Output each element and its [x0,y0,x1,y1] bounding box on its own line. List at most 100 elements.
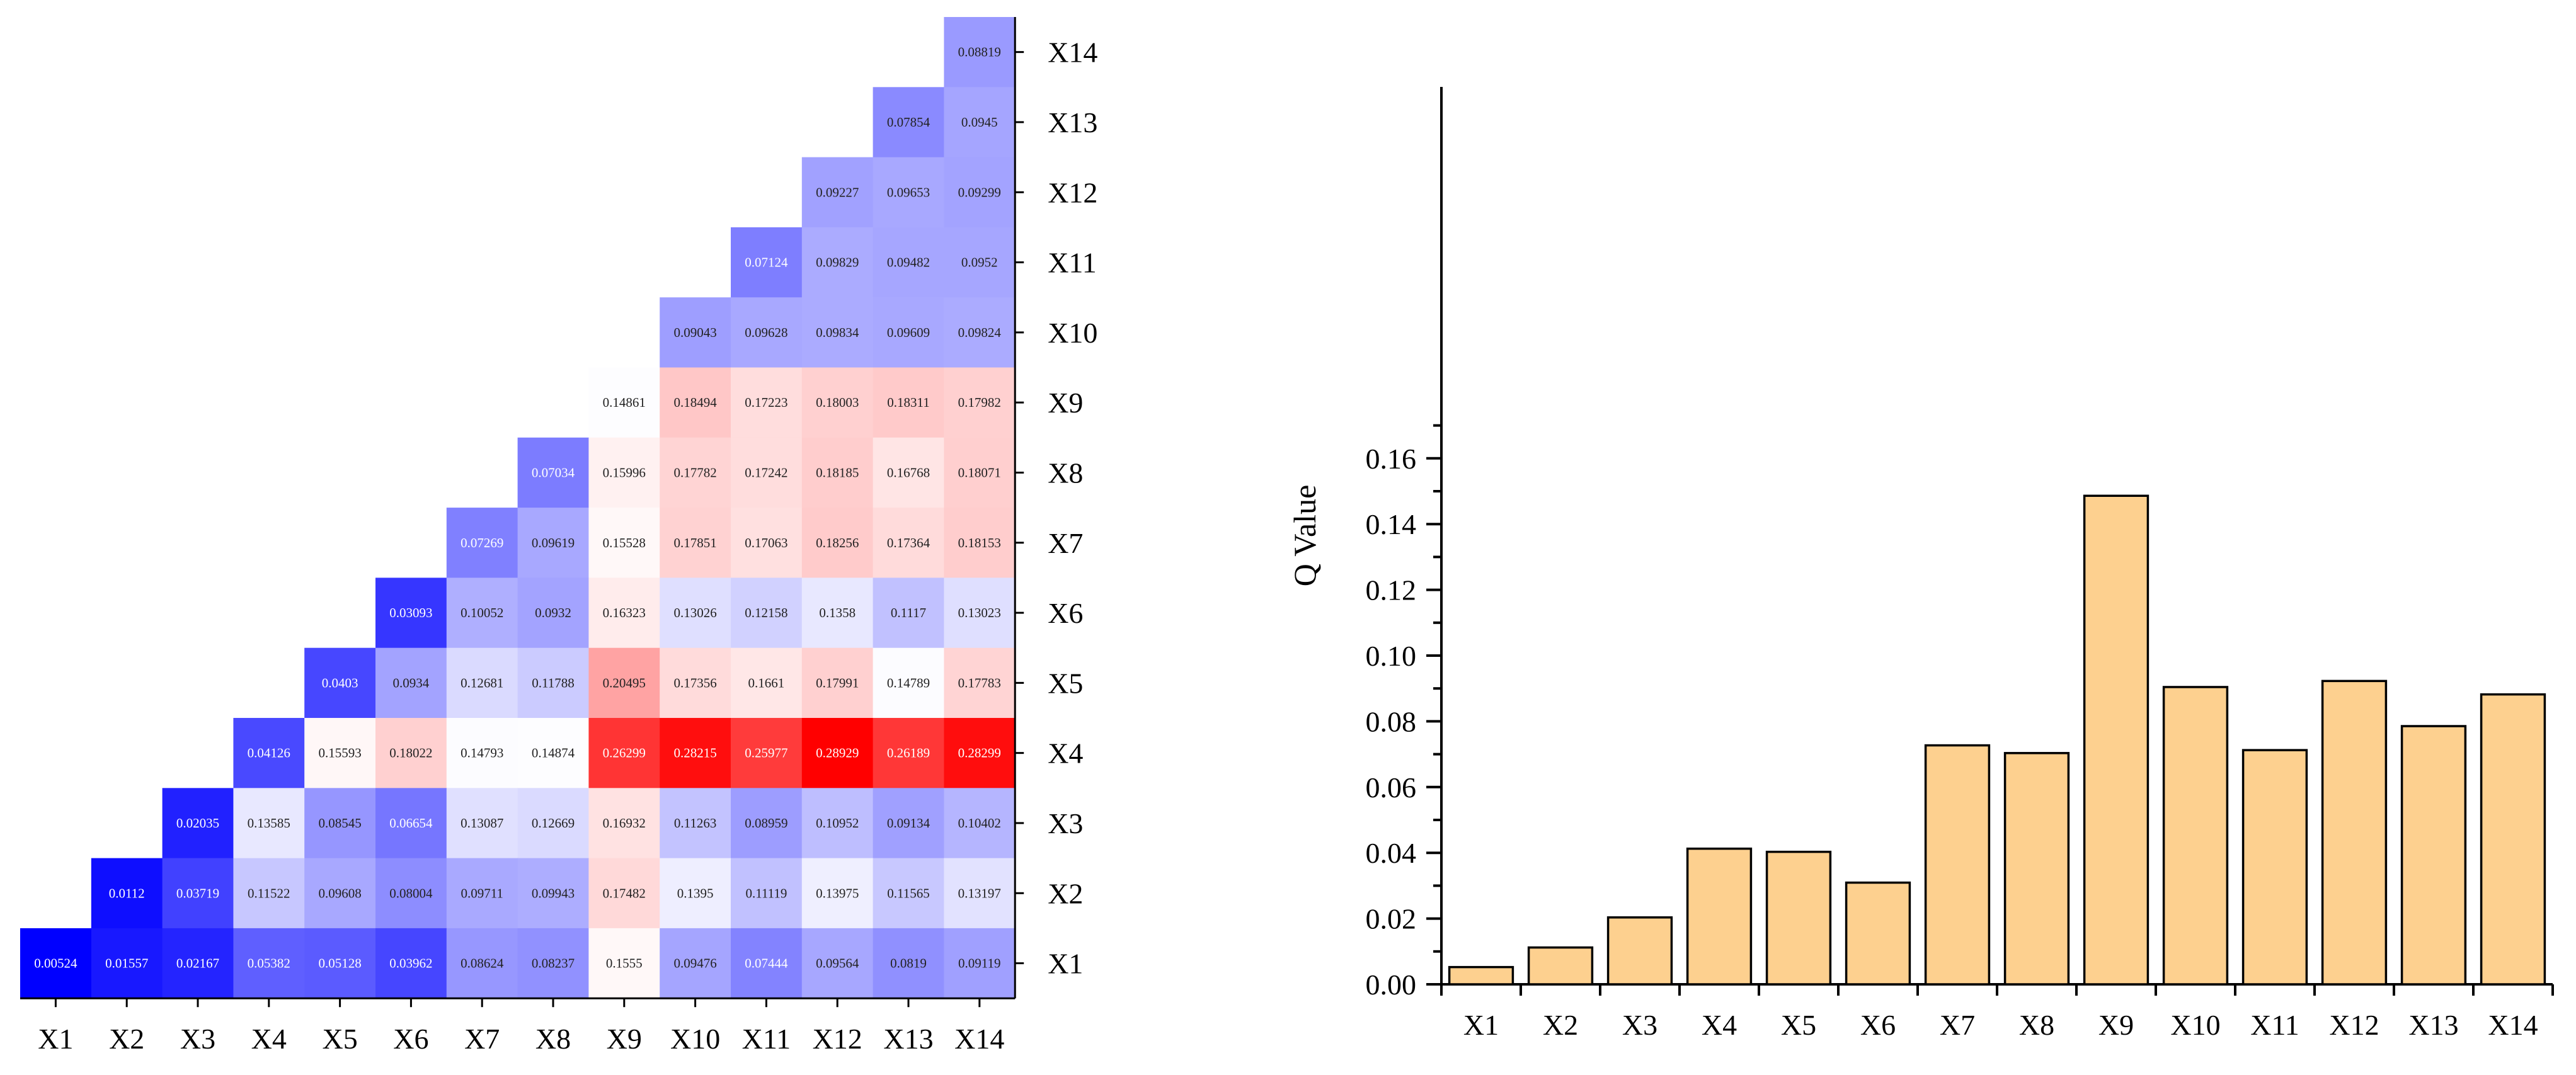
heatmap-cell-value: 0.08624 [461,956,504,971]
heatmap-cell-value: 0.15996 [603,465,646,480]
heatmap-cell [517,788,589,859]
heatmap-cell [588,577,660,649]
heatmap-cell [660,647,731,719]
heatmap-cell-value: 0.17982 [958,395,1001,410]
heatmap-cell [304,718,376,788]
heatmap-cell-value: 0.17851 [673,535,716,550]
heatmap-cell [304,858,376,929]
heatmap-cell-value: 0.1555 [606,956,643,971]
heatmap-cell-value: 0.1358 [819,605,856,620]
heatmap-cell-value: 0.17364 [887,535,930,550]
heatmap-cell [162,858,234,929]
heatmap-cell [873,718,944,788]
heatmap-cell [517,647,589,719]
heatmap-y-tick-label: X7 [1048,527,1083,559]
heatmap-y-tick-label: X11 [1048,247,1097,279]
heatmap-cell-value: 0.09227 [816,185,859,200]
heatmap-cell-value: 0.17223 [745,395,787,410]
bar [2083,494,2150,986]
heatmap-x-tick-label: X6 [393,1023,428,1055]
bar-y-tick-label: 0.10 [1366,640,1417,672]
heatmap-cell [944,788,1016,859]
heatmap-cell [731,577,803,649]
heatmap-cell [731,508,803,578]
bar [2400,725,2467,986]
bar-x-tick-label: X14 [2488,1009,2538,1041]
heatmap-cell [944,367,1016,438]
heatmap-cell-value: 0.15593 [318,746,361,761]
bar [2241,749,2308,986]
heatmap-cell [801,227,874,298]
heatmap-cell [731,858,803,929]
heatmap-cell-value: 0.10402 [958,816,1001,831]
heatmap-cell [801,647,874,719]
heatmap-cell-value: 0.07124 [745,255,788,270]
heatmap-cell-value: 0.0932 [535,605,571,620]
heatmap-cell [731,367,803,438]
heatmap-cell-value: 0.0934 [393,675,430,690]
heatmap-cell [588,508,660,578]
heatmap-cell [588,788,660,859]
heatmap-cell [304,647,376,719]
heatmap-cell [944,577,1016,649]
heatmap-cell-value: 0.09564 [816,956,859,971]
heatmap-chart: 0.08819 0.07854 0.0945 0.09227 0.09653 0.0929… [20,17,1097,1055]
heatmap-cell-value: 0.13585 [248,816,290,831]
bar-x-tick-label: X6 [1860,1009,1896,1041]
heatmap-cell [446,788,518,859]
heatmap-cell [660,788,731,859]
heatmap-cell-value: 0.0819 [890,956,927,971]
heatmap-cell [801,928,874,999]
heatmap-cell [944,858,1016,929]
bar-x-tick-label: X10 [2170,1009,2220,1041]
bar-x-tick-label: X13 [2408,1009,2458,1041]
heatmap-cell-value: 0.14793 [461,746,503,761]
heatmap-cell-value: 0.08959 [745,816,787,831]
bar-x-tick-label: X9 [2098,1009,2134,1041]
heatmap-cell-value: 0.09653 [887,185,930,200]
heatmap-cell-value: 0.07854 [887,115,930,130]
heatmap-cell-value: 0.13087 [461,816,503,831]
heatmap-cell-value: 0.12158 [745,605,787,620]
heatmap-cell-value: 0.28215 [673,746,716,761]
heatmap-cell [660,297,731,368]
heatmap-cell-value: 0.18311 [887,395,929,410]
heatmap-cell [588,718,660,788]
heatmap-cell [873,367,944,438]
heatmap-cell-value: 0.09043 [673,325,716,340]
heatmap-cell [731,227,803,298]
heatmap-cell-value: 0.13197 [958,885,1001,901]
heatmap-cell [731,718,803,788]
heatmap-cell [446,647,518,719]
heatmap-cell [731,928,803,999]
heatmap-cell [660,577,731,649]
heatmap-cell-value: 0.18071 [958,465,1001,480]
heatmap-cell-value: 0.12669 [532,816,575,831]
heatmap-cell-value: 0.14861 [603,395,646,410]
heatmap-cell-value: 0.00524 [34,956,77,971]
heatmap-x-tick-label: X7 [464,1023,500,1055]
heatmap-cell [944,437,1016,508]
bar-y-tick-label: 0.04 [1366,837,1417,869]
bar [1845,881,1911,986]
heatmap-cell-value: 0.12681 [461,675,503,690]
heatmap-cell-value: 0.09628 [745,325,787,340]
heatmap-cell [304,928,376,999]
heatmap-y-tick-label: X8 [1048,457,1083,489]
heatmap-cell-value: 0.11119 [745,885,787,901]
heatmap-cell [801,858,874,929]
heatmap-cell [660,508,731,578]
heatmap-cell-value: 0.14789 [887,675,930,690]
heatmap-cell-value: 0.09943 [532,885,575,901]
heatmap-cell [233,928,305,999]
heatmap-cell-value: 0.1117 [891,605,926,620]
heatmap-cell [517,928,589,999]
heatmap-cell-value: 0.17482 [603,885,646,901]
bar-chart: 0.00 0.02 0.04 0.06 0.08 0.10 0.12 0.14 0.16 Q Va… [1287,87,2554,1041]
heatmap-cell-value: 0.07034 [532,465,575,480]
heatmap-cell [517,508,589,578]
heatmap-cell-value: 0.17991 [816,675,859,690]
heatmap-cell [446,928,518,999]
heatmap-cell-value: 0.15528 [603,535,646,550]
heatmap-cell-value: 0.09834 [816,325,859,340]
